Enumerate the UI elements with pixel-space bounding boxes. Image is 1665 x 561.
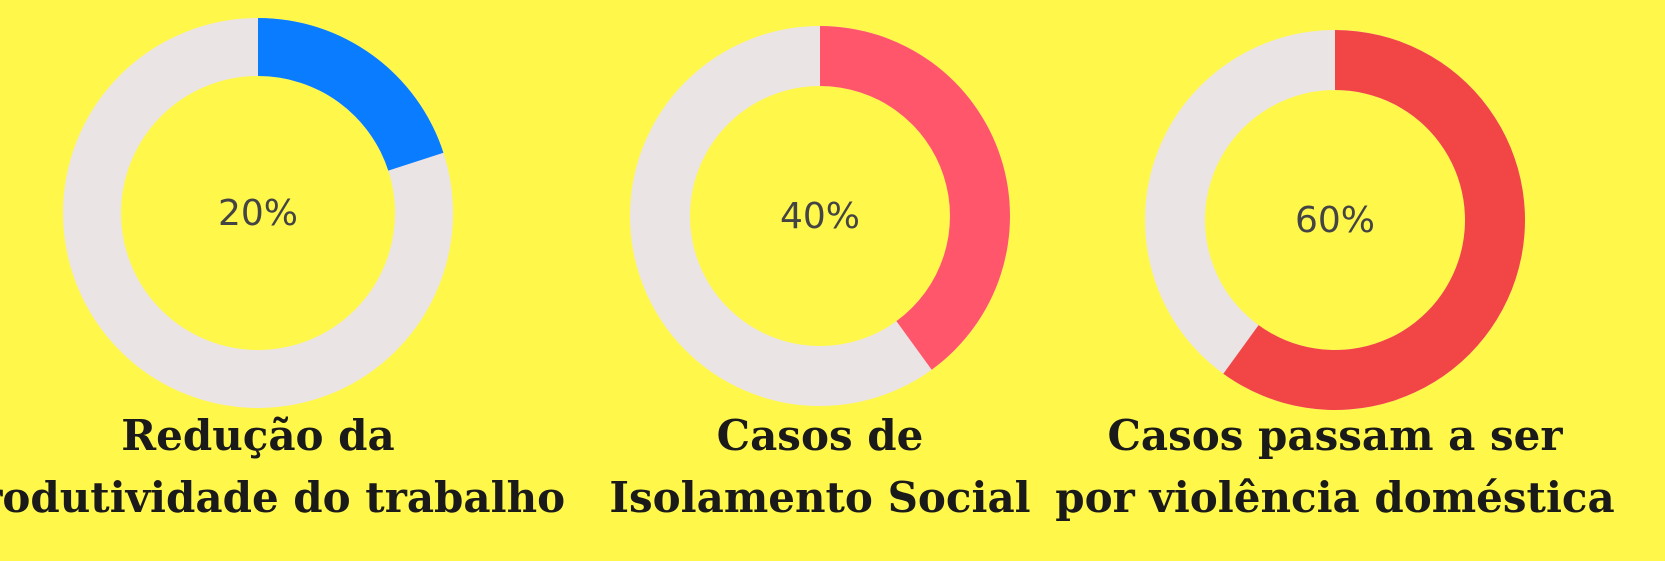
center-label: 20% — [218, 193, 298, 234]
caption-line: Redução da — [121, 411, 395, 460]
donut-segment — [1223, 30, 1526, 410]
caption-line: Isolamento Social — [609, 473, 1030, 522]
caption-line: Casos de — [717, 411, 924, 460]
donut-segment — [258, 18, 444, 171]
center-label: 40% — [780, 196, 860, 237]
caption-line: Casos passam a ser — [1107, 411, 1563, 460]
caption-line: por violência doméstica — [1055, 473, 1614, 522]
donut-segment — [820, 26, 1010, 370]
center-label: 60% — [1295, 200, 1375, 241]
caption-line: produtividade do trabalho — [0, 473, 565, 522]
